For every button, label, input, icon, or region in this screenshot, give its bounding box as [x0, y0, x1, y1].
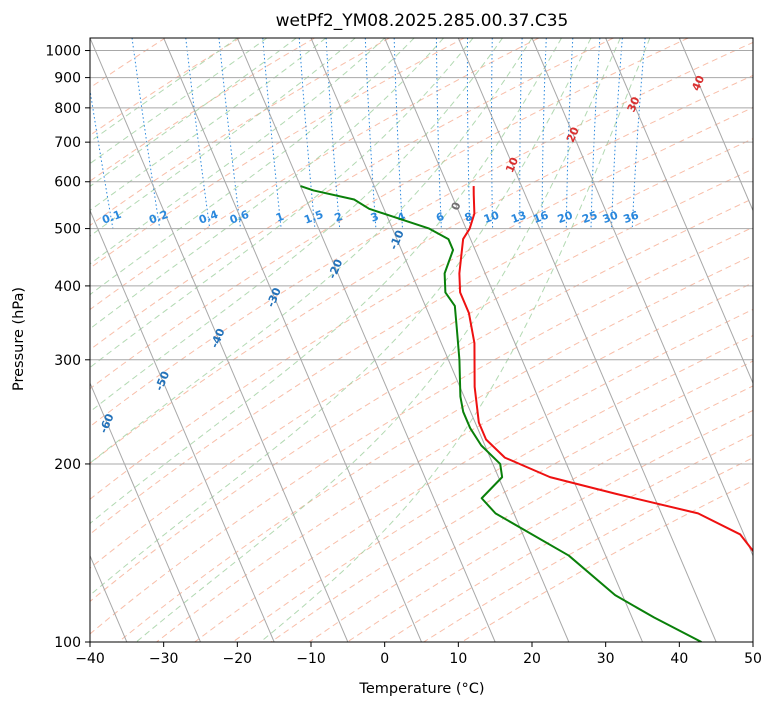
x-tick-label: −20 [223, 651, 253, 667]
mixing-ratio-label: 13 [509, 209, 528, 226]
profile-layer [300, 185, 753, 642]
chart-title: wetPf2_YM08.2025.285.00.37.C35 [276, 11, 569, 31]
moist-adiabat-line [90, 38, 238, 143]
dry-adiabat-line [118, 254, 753, 642]
dewpoint-profile-line [300, 185, 702, 642]
x-tick-label: 10 [449, 651, 467, 667]
mixing-ratio-label: 0.1 [100, 208, 123, 227]
mixing-ratio-label: 8 [463, 210, 475, 225]
moist-adiabat-line [90, 38, 503, 413]
isotherm-label: 40 [689, 73, 707, 93]
mixing-ratio-label: 6 [434, 210, 446, 225]
y-tick-label: 800 [54, 101, 81, 117]
mixing-ratio-label: 16 [531, 208, 550, 226]
dry-adiabat-line [90, 38, 390, 226]
isotherm-line [90, 381, 201, 642]
mixing-ratio-label: 25 [580, 209, 599, 226]
y-axis-title: Pressure (hPa) [11, 287, 27, 391]
dry-adiabat-line [90, 38, 540, 311]
dry-adiabat-line [90, 38, 614, 351]
isotherm-line [384, 38, 643, 642]
mixing-ratio-line [185, 38, 211, 229]
isotherm-label: 20 [564, 125, 582, 145]
moist-adiabat-line [90, 38, 268, 165]
mixing-ratio-label: 1 [274, 210, 286, 225]
mixing-ratio-label: 0.4 [197, 208, 220, 227]
plot-frame [89, 37, 754, 643]
isotherm-line [236, 38, 496, 642]
isotherm-line [457, 38, 717, 642]
isotherm-line [163, 38, 422, 642]
isotherm-line [605, 38, 753, 385]
y-tick-label: 500 [54, 222, 81, 238]
x-tick-label: 30 [597, 651, 615, 667]
mixing-ratio-label: 3 [369, 210, 381, 225]
dry-adiabat-line [90, 138, 753, 535]
y-tick-label: 400 [54, 279, 81, 295]
mixing-ratio-label: 30 [601, 208, 620, 226]
y-tick-label: 600 [54, 175, 81, 191]
dry-adiabat-line [90, 106, 753, 500]
mixing-ratio-label: 0.2 [147, 208, 170, 227]
x-tick-label: 40 [670, 651, 688, 667]
moist-adiabat-line [90, 38, 592, 596]
mixing-ratio-label: 10 [482, 208, 501, 226]
isotherm-line [310, 38, 570, 642]
plot-background [90, 38, 753, 642]
isotherm-label: 30 [625, 95, 643, 115]
isotherm-line [531, 38, 753, 557]
y-tick-label: 300 [54, 353, 81, 369]
moist-adiabat-line [260, 38, 651, 642]
dry-adiabat-line [90, 41, 753, 428]
moist-adiabat-line [90, 38, 327, 212]
moist-adiabat-line [90, 38, 474, 369]
moist-adiabat-line [90, 38, 562, 525]
dry-adiabat-line [90, 38, 315, 182]
mixing-ratio-label: 2 [333, 210, 345, 225]
y-tick-label: 200 [54, 457, 81, 473]
dry-adiabat-line [90, 168, 753, 569]
dry-adiabat-line [194, 308, 753, 642]
x-tick-label: 20 [523, 651, 541, 667]
axes-layer: −40 −30 −20 −10 0 10 20 30 40 50 1000 900 800 700 600 5… [45, 44, 762, 667]
moist-adiabat-line [90, 38, 444, 330]
y-tick-label: 1000 [45, 44, 81, 60]
x-tick-label: −10 [296, 651, 326, 667]
moist-adiabat-line [90, 38, 297, 187]
dry-adiabat-line [90, 74, 753, 464]
moist-adiabat-line [90, 38, 533, 464]
isotherm-line [678, 38, 753, 212]
dry-adiabat-line [90, 197, 753, 603]
y-tick-label: 700 [54, 135, 81, 151]
mixing-ratio-line [218, 38, 242, 229]
dry-adiabat-line [90, 226, 753, 635]
temperature-profile-line [458, 186, 753, 553]
mixing-ratio-line [90, 87, 114, 229]
mixing-ratio-label: 36 [622, 208, 641, 226]
isotherm-line [90, 209, 275, 642]
moist-adiabat-line [90, 38, 386, 265]
grid-layer [90, 38, 753, 642]
dry-adiabat-line [232, 334, 753, 642]
mixing-ratio-label: 20 [556, 208, 575, 226]
mixing-ratio-label: 1.5 [302, 208, 325, 227]
y-tick-label: 900 [54, 71, 81, 87]
x-tick-label: 50 [744, 651, 762, 667]
moist-adiabat-line [135, 38, 621, 642]
x-tick-label: −40 [75, 651, 105, 667]
isotherm-line [90, 38, 349, 642]
mixing-ratio-label: 0.6 [228, 208, 251, 227]
x-tick-label: −30 [149, 651, 179, 667]
x-axis-title: Temperature (°C) [358, 681, 484, 697]
isotherm-label: 10 [503, 155, 521, 175]
y-tick-label: 100 [54, 635, 81, 651]
mixing-ratio-label: 4 [395, 210, 407, 225]
x-tick-label: 0 [380, 651, 389, 667]
